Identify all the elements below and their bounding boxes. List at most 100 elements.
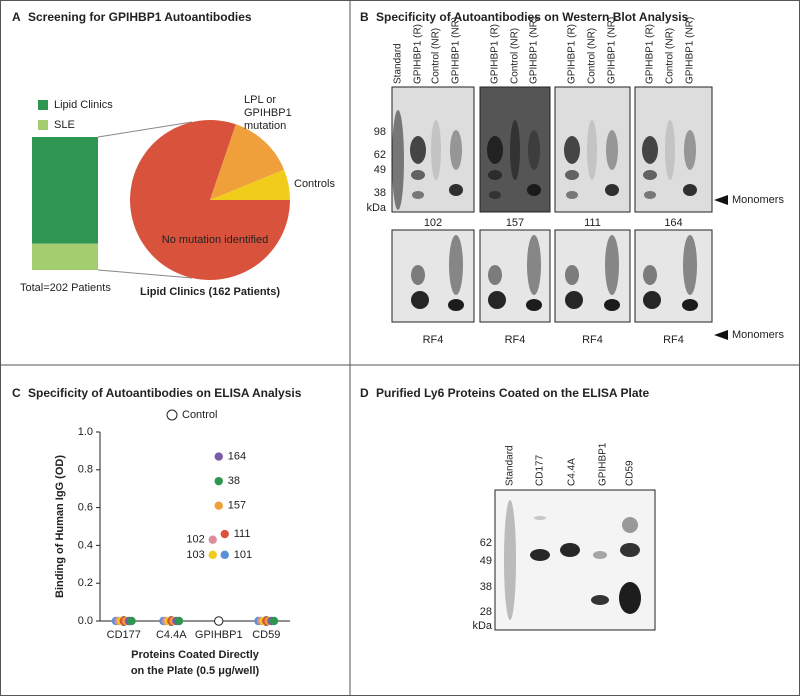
band xyxy=(411,291,429,309)
panel-title: Specificity of Autoantibodies on Western… xyxy=(376,10,689,24)
marker-label: 49 xyxy=(480,555,492,567)
band xyxy=(587,120,597,180)
band xyxy=(683,235,697,295)
pie-title: Lipid Clinics (162 Patients) xyxy=(140,286,280,298)
band xyxy=(564,136,580,164)
band xyxy=(530,549,550,561)
unit-label: kDa xyxy=(366,202,386,214)
caption: Total=202 Patients xyxy=(20,282,111,294)
band xyxy=(565,265,579,285)
arrow xyxy=(714,195,728,205)
control-label: RF4 xyxy=(663,334,684,346)
band xyxy=(591,595,609,605)
legend-swatch xyxy=(38,100,48,110)
dot xyxy=(214,616,224,626)
lane-label: Control (NR) xyxy=(665,28,676,84)
band xyxy=(622,517,638,533)
band xyxy=(566,191,578,199)
control-label: RF4 xyxy=(423,334,444,346)
y-tick-label: 0.0 xyxy=(78,615,93,627)
lane-label: CD177 xyxy=(535,454,546,486)
x-axis-label: on the Plate (0.5 μg/well) xyxy=(131,665,260,677)
panel-title: Screening for GPIHBP1 Autoantibodies xyxy=(28,10,252,24)
lane-label: GPIHBP1 (R) xyxy=(567,24,578,84)
band xyxy=(665,120,675,180)
band xyxy=(644,191,656,199)
connector xyxy=(97,269,193,279)
control-label: RF4 xyxy=(505,334,526,346)
panel-letter: A xyxy=(12,10,21,24)
dot xyxy=(220,550,229,560)
dot xyxy=(269,616,279,626)
x-axis-label: Proteins Coated Directly xyxy=(131,649,260,661)
x-tick-label: CD59 xyxy=(252,629,280,641)
control-label: RF4 xyxy=(582,334,603,346)
band xyxy=(448,299,464,311)
lane-label: GPIHBP1 xyxy=(598,442,609,486)
band xyxy=(565,291,583,309)
marker-label: 38 xyxy=(480,581,492,593)
legend-label: Lipid Clinics xyxy=(54,99,113,111)
band xyxy=(683,184,697,196)
band xyxy=(643,291,661,309)
dot-label: 111 xyxy=(234,528,251,540)
panel-title: Specificity of Autoantibodies on ELISA A… xyxy=(28,386,302,400)
band xyxy=(488,291,506,309)
sample-label: 102 xyxy=(424,217,442,229)
band xyxy=(489,191,501,199)
lane-label: Control (NR) xyxy=(510,28,521,84)
dot xyxy=(214,452,223,461)
band xyxy=(411,170,425,180)
pie-slice xyxy=(210,124,285,200)
band xyxy=(682,299,698,311)
bar-segment xyxy=(32,243,98,270)
y-axis-label: Binding of Human IgG (OD) xyxy=(54,455,66,598)
dot-label: 164 xyxy=(228,450,246,462)
dot-label: 157 xyxy=(228,500,246,512)
dot-label: 101 xyxy=(234,549,252,561)
slice-label: LPL or GPIHBP1 mutation xyxy=(244,94,292,132)
band xyxy=(510,120,520,180)
band xyxy=(450,130,462,170)
band xyxy=(392,110,404,210)
marker-label: 62 xyxy=(480,537,492,549)
band xyxy=(604,299,620,311)
marker-label: 49 xyxy=(374,164,386,176)
dot-label: 102 xyxy=(186,534,204,546)
legend-marker xyxy=(166,409,178,421)
band xyxy=(487,136,503,164)
lane-label: Standard xyxy=(393,43,404,84)
lane-label: CD59 xyxy=(625,460,636,486)
dot xyxy=(208,535,217,544)
band xyxy=(527,184,541,196)
pie-slice xyxy=(210,169,290,200)
band xyxy=(565,170,579,180)
lane-label: GPIHBP1 (R) xyxy=(413,24,424,84)
band xyxy=(643,170,657,180)
slice-label: No mutation identified xyxy=(162,234,268,246)
panel-letter: B xyxy=(360,10,369,24)
slice-label-box: LPL or GPIHBP1 mutation xyxy=(244,94,292,132)
panel-letter: C xyxy=(12,386,21,400)
panel-letter: D xyxy=(360,386,369,400)
lane-label: GPIHBP1 (NR) xyxy=(451,17,462,84)
band xyxy=(642,136,658,164)
dot xyxy=(220,529,229,539)
band xyxy=(526,299,542,311)
slice-label: Controls xyxy=(294,178,335,190)
bar-segment xyxy=(32,137,98,244)
legend-label: Control xyxy=(182,409,217,421)
x-tick-label: CD177 xyxy=(107,629,141,641)
band xyxy=(534,516,546,520)
band xyxy=(488,265,502,285)
band-label: Monomers xyxy=(732,194,784,206)
lane-label: GPIHBP1 (R) xyxy=(490,24,501,84)
dot xyxy=(127,616,136,626)
sample-label: 157 xyxy=(506,217,524,229)
dot xyxy=(174,616,184,626)
lane-label: GPIHBP1 (NR) xyxy=(685,17,696,84)
band xyxy=(528,130,540,170)
lane-label: C4.4A xyxy=(567,458,578,486)
legend-swatch xyxy=(38,120,48,130)
lane-label: GPIHBP1 (R) xyxy=(645,24,656,84)
